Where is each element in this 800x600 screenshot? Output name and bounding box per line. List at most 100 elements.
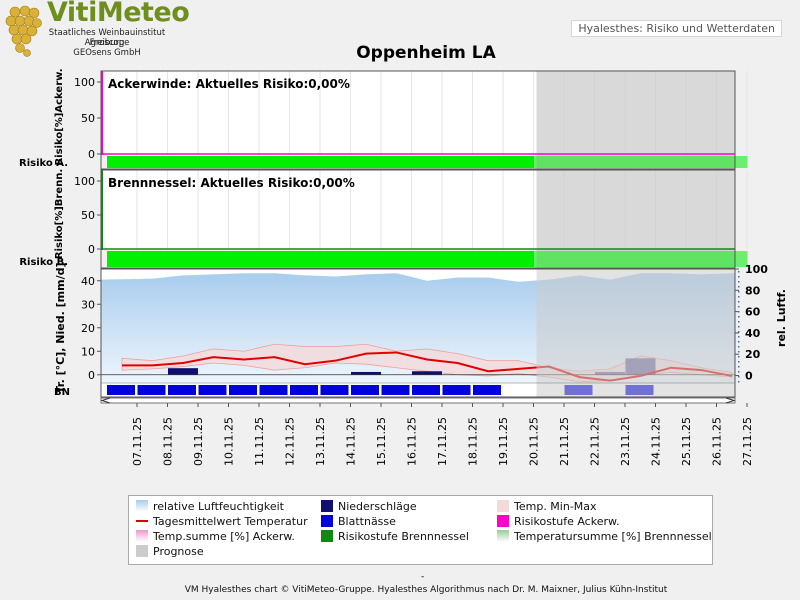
logo-title: VitiMeteo bbox=[47, 0, 190, 28]
y2-tick-label: 100 bbox=[745, 263, 768, 276]
legend-item-precip: Niederschläge bbox=[321, 500, 417, 513]
legend-label: relative Luftfeuchtigkeit bbox=[153, 500, 284, 513]
legend-item-temp_minmax: Temp. Min-Max bbox=[497, 500, 597, 513]
risk-bar-day bbox=[290, 251, 321, 267]
risk-bar-day bbox=[259, 156, 290, 168]
y2-dot bbox=[738, 346, 740, 348]
x-tick-label: 27.11.25 bbox=[741, 417, 754, 466]
x-tick-label: 19.11.25 bbox=[497, 417, 510, 466]
x-tick-label: 21.11.25 bbox=[558, 417, 571, 466]
brennnessel-risk-label: Risiko B. bbox=[19, 257, 68, 268]
risk-bar-day bbox=[320, 156, 351, 168]
y-tick-label: 40 bbox=[81, 275, 95, 288]
prognose-shade bbox=[536, 71, 735, 169]
leaf-wetness-bar bbox=[320, 385, 349, 395]
y2-dot bbox=[738, 271, 740, 273]
logo-line-1: Staatliches Weinbauinstitut Freiburg bbox=[48, 28, 166, 48]
risk-bar-day bbox=[320, 251, 351, 267]
x-tick-label: 22.11.25 bbox=[589, 417, 602, 466]
risk-bar-day bbox=[595, 251, 626, 267]
legend-label: Risikostufe Brennnessel bbox=[338, 530, 469, 543]
y-tick-label: 10 bbox=[81, 345, 95, 358]
y-tick-label: 100 bbox=[74, 76, 95, 89]
brennnessel-frame bbox=[100, 169, 736, 269]
risk-bar-day bbox=[381, 156, 412, 168]
risk-bar-day bbox=[107, 156, 138, 168]
risk-bar-day bbox=[412, 156, 443, 168]
leaf-wetness-bar bbox=[107, 385, 135, 395]
risk-bar-day bbox=[381, 251, 412, 267]
risk-bar-day bbox=[442, 251, 473, 267]
x-tick-label: 13.11.25 bbox=[314, 417, 327, 466]
risk-bar-day bbox=[107, 251, 138, 267]
legend-item-temp_mean: Tagesmittelwert Temperatur bbox=[136, 515, 308, 528]
risk-bar-day bbox=[564, 251, 595, 267]
legend-label: Niederschläge bbox=[338, 500, 417, 513]
ackerwinde-frame bbox=[100, 70, 736, 170]
x-tick-label: 18.11.25 bbox=[467, 417, 480, 466]
y2-tick-label: 40 bbox=[745, 327, 761, 340]
x-tick-label: 10.11.25 bbox=[223, 417, 236, 466]
risk-bar-day bbox=[442, 156, 473, 168]
risk-bar-day bbox=[473, 251, 504, 267]
chart-legend: relative Luftfeuchtigkeit Niederschläge Te… bbox=[128, 495, 713, 565]
y2-dot bbox=[738, 356, 740, 358]
weather-y2label: rel. Luftf. bbox=[775, 289, 788, 347]
risk-bar-day bbox=[686, 156, 717, 168]
legend-swatch bbox=[321, 515, 333, 527]
x-tick-label: 17.11.25 bbox=[436, 417, 449, 466]
y-tick-label: 0 bbox=[88, 148, 95, 161]
risk-bar-day bbox=[625, 156, 656, 168]
legend-swatch bbox=[136, 500, 148, 512]
x-tick-label: 12.11.25 bbox=[284, 417, 297, 466]
legend-item-humidity: relative Luftfeuchtigkeit bbox=[136, 500, 284, 513]
y2-dot bbox=[738, 351, 740, 353]
x-tick-label: 11.11.25 bbox=[253, 417, 266, 466]
y2-tick-label: 80 bbox=[745, 284, 761, 297]
y2-dot bbox=[738, 376, 740, 378]
y-tick-label: 20 bbox=[81, 322, 95, 335]
y-tick-label: 50 bbox=[81, 112, 95, 125]
y2-dot bbox=[738, 341, 740, 343]
risk-bar-day bbox=[137, 251, 168, 267]
legend-label: Temp. Min-Max bbox=[514, 500, 597, 513]
leaf-wetness-bar bbox=[351, 385, 379, 395]
legend-item-tempsum_ackerw: Temp.summe [%] Ackerw. bbox=[136, 530, 295, 543]
x-tick-label: 08.11.25 bbox=[162, 417, 175, 466]
legend-swatch bbox=[136, 545, 148, 557]
logo-line-2: Agroscope bbox=[84, 38, 130, 48]
risk-bar-day bbox=[198, 251, 229, 267]
legend-swatch bbox=[136, 520, 148, 522]
x-tick-label: 15.11.25 bbox=[375, 417, 388, 466]
footer-dash: - bbox=[421, 572, 425, 582]
y2-dot bbox=[738, 336, 740, 338]
risk-bar-day bbox=[717, 251, 748, 267]
legend-label: Temperatursumme [%] Brennnessel bbox=[514, 530, 712, 543]
legend-label: Risikostufe Ackerw. bbox=[514, 515, 620, 528]
legend-swatch bbox=[497, 500, 509, 512]
risk-bar-day bbox=[168, 251, 199, 267]
legend-item-prognose: Prognose bbox=[136, 545, 204, 558]
logo-line-3: GEOsens GmbH bbox=[73, 48, 141, 58]
x-tick-label: 25.11.25 bbox=[680, 417, 693, 466]
risk-bar-day bbox=[503, 251, 534, 267]
y2-dot bbox=[738, 311, 740, 313]
legend-swatch bbox=[497, 530, 509, 542]
risk-bar-day bbox=[137, 156, 168, 168]
risk-bar-day bbox=[351, 156, 382, 168]
x-tick-label: 23.11.25 bbox=[619, 417, 632, 466]
y-tick-label: 100 bbox=[74, 175, 95, 188]
leaf-wetness-bar bbox=[259, 385, 288, 395]
y2-tick-label: 60 bbox=[745, 306, 761, 319]
page-title: Oppenheim LA bbox=[356, 43, 496, 63]
risk-bar-day bbox=[717, 156, 748, 168]
grape-logo-icon bbox=[5, 5, 42, 57]
x-tick-label: 24.11.25 bbox=[650, 417, 663, 466]
leaf-wetness-bar bbox=[290, 385, 318, 395]
leaf-wetness-bar bbox=[442, 385, 471, 395]
leaf-wetness-bar bbox=[381, 385, 410, 395]
legend-label: Tagesmittelwert Temperatur bbox=[153, 515, 308, 528]
risk-bar-day bbox=[290, 156, 321, 168]
y2-dot bbox=[738, 371, 740, 373]
